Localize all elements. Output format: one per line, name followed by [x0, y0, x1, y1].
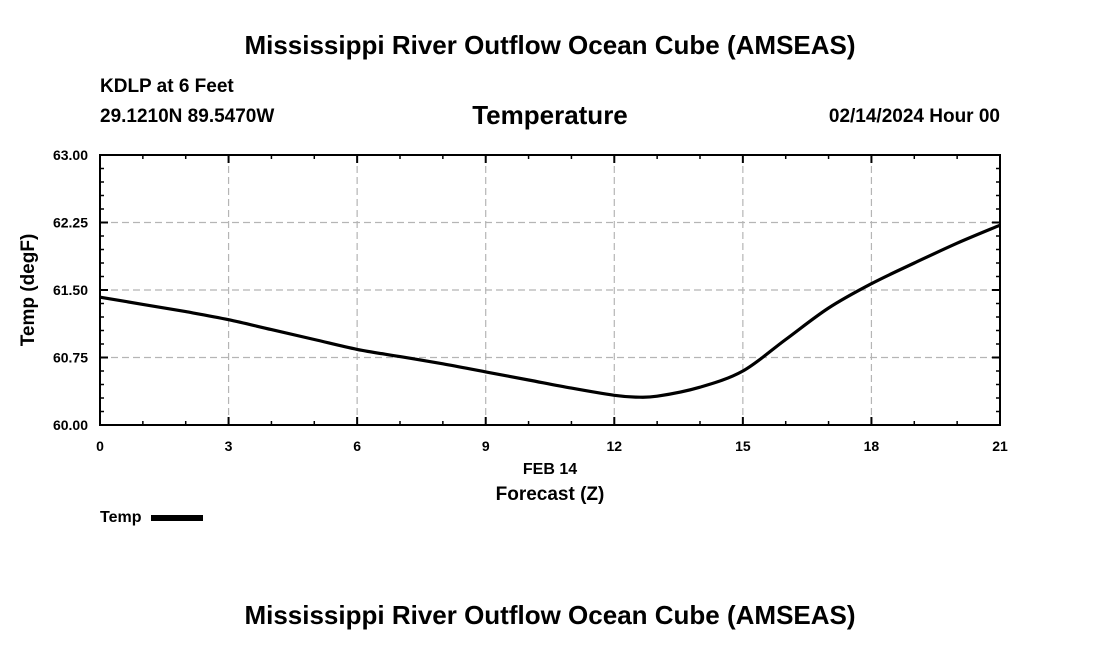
y-tick-label: 60.00	[53, 417, 88, 433]
x-tick-label: 18	[864, 438, 880, 454]
x-tick-label: 21	[992, 438, 1008, 454]
x-tick-label: 15	[735, 438, 751, 454]
legend: Temp	[100, 509, 204, 527]
tick-labels: 0 3 6 9 12 15 18 21 60.00 60.75 61.50 62.25 63.00	[53, 147, 1008, 454]
coordinates-label: 29.1210N 89.5470W	[100, 106, 275, 127]
x-axis-title: Forecast (Z)	[496, 484, 605, 505]
chart-subtitle: Temperature	[472, 100, 628, 130]
series-lines	[99, 223, 1001, 399]
x-tick-label: 0	[96, 438, 104, 454]
grid-lines	[100, 155, 1000, 425]
x-tick-label: 6	[353, 438, 361, 454]
series-line-temp	[99, 223, 1001, 399]
chart-main-title: Mississippi River Outflow Ocean Cube (AM…	[244, 30, 856, 60]
chart-footer-title: Mississippi River Outflow Ocean Cube (AM…	[244, 600, 856, 630]
x-axis-date-label: FEB 14	[523, 461, 577, 478]
forecast-datetime: 02/14/2024 Hour 00	[828, 106, 1000, 127]
y-tick-label: 62.25	[53, 215, 88, 231]
tick-marks	[99, 154, 1001, 426]
x-tick-label: 3	[225, 438, 233, 454]
x-tick-label: 9	[482, 438, 490, 454]
legend-label-temp: Temp	[100, 509, 142, 526]
x-tick-label: 12	[606, 438, 622, 454]
y-tick-label: 60.75	[53, 350, 88, 366]
y-axis-title: Temp (degF)	[18, 234, 39, 347]
station-label: KDLP at 6 Feet	[100, 76, 234, 97]
y-tick-label: 61.50	[53, 282, 88, 298]
legend-swatch-temp	[151, 515, 204, 521]
y-tick-label: 63.00	[53, 147, 88, 163]
